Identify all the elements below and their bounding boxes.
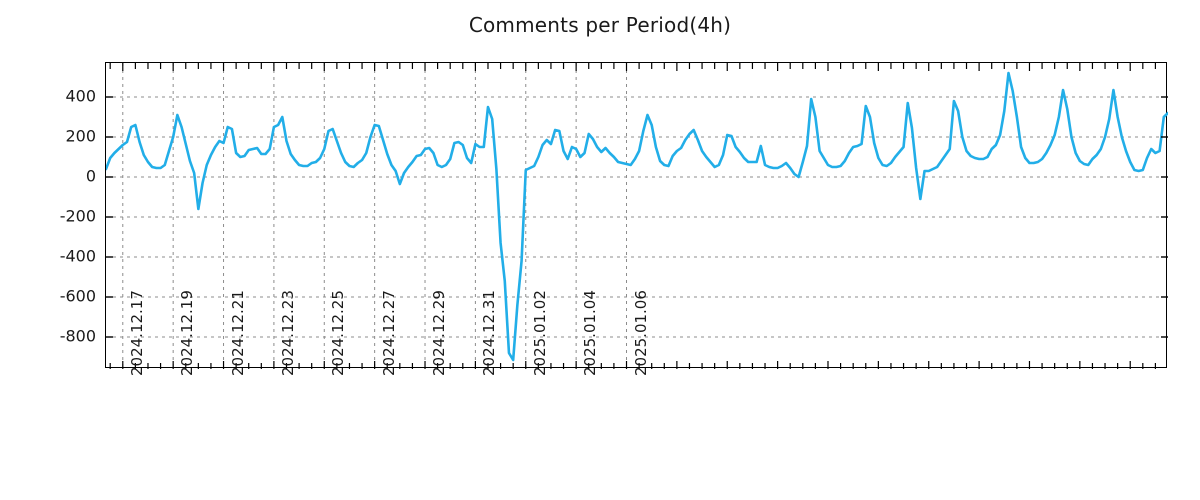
x-axis-tick-label: 2024.12.31 xyxy=(480,290,499,376)
plot-area xyxy=(105,62,1168,369)
series-line xyxy=(106,71,1168,362)
x-axis-tick-label: 2024.12.17 xyxy=(127,290,146,376)
x-axis-tick-label: 2024.12.21 xyxy=(228,290,247,376)
y-axis-tick-label: -600 xyxy=(59,286,96,306)
comments-per-period-series xyxy=(106,71,1168,362)
y-axis-tick-label: -200 xyxy=(59,206,96,226)
gridlines xyxy=(106,63,1168,369)
x-axis-tick-label: 2025.01.06 xyxy=(631,290,650,376)
y-axis-tick-label: -800 xyxy=(59,326,96,346)
x-axis-tick-label: 2024.12.25 xyxy=(329,290,348,376)
y-axis-tick-label: 200 xyxy=(65,126,96,146)
axis-ticks xyxy=(106,63,1168,369)
y-axis-tick-label: 400 xyxy=(65,86,96,106)
x-axis-tick-label: 2024.12.19 xyxy=(178,290,197,376)
x-axis-tick-label: 2024.12.29 xyxy=(430,290,449,376)
x-axis-tick-label: 2025.01.04 xyxy=(581,290,600,376)
x-axis-tick-label: 2025.01.02 xyxy=(530,290,549,376)
x-axis-tick-label: 2024.12.23 xyxy=(278,290,297,376)
y-axis-tick-label: -400 xyxy=(59,246,96,266)
x-axis-tick-label: 2024.12.27 xyxy=(379,290,398,376)
chart-title: Comments per Period(4h) xyxy=(468,13,732,37)
y-axis-tick-labels: 400 200 0 -200 -400 -600 -800 xyxy=(0,0,96,500)
y-axis-tick-label: 0 xyxy=(85,166,96,186)
